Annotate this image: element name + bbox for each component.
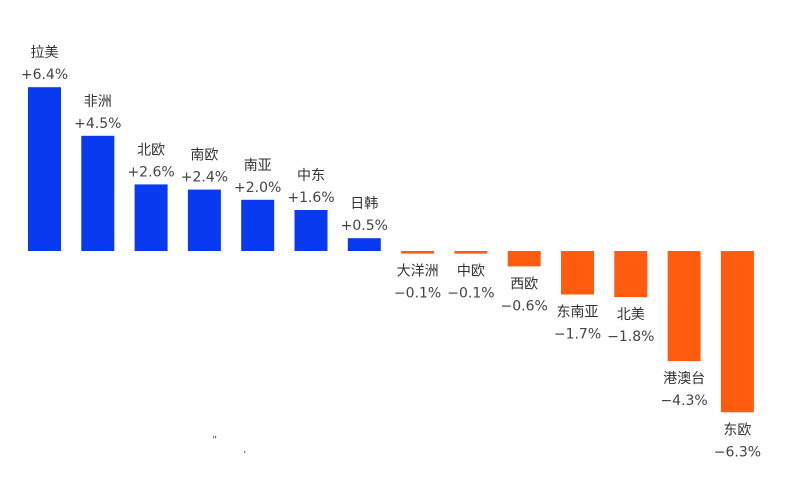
value-label-10: −0.6% — [501, 298, 548, 314]
labels-layer: 拉美 +6.4% 非洲 +4.5% 北欧 +2.6% 南欧 +2.4% 南亚 +2.0% 中东 +1.… — [21, 45, 761, 460]
category-label-6: 中东 — [297, 168, 325, 184]
category-label-14: 东欧 — [723, 422, 751, 438]
value-label-6: +1.6% — [287, 190, 334, 206]
category-label-10: 西欧 — [510, 276, 538, 292]
bar-2 — [81, 135, 115, 251]
bar-14 — [720, 251, 754, 413]
bar-7 — [347, 238, 381, 251]
bar-4 — [187, 189, 221, 251]
stray-mark-apostrophe: ’ — [243, 450, 246, 461]
bar-5 — [241, 199, 275, 251]
value-label-9: −0.1% — [447, 286, 494, 302]
category-label-3: 北欧 — [137, 142, 165, 158]
value-label-14: −6.3% — [714, 444, 761, 460]
value-label-5: +2.0% — [234, 180, 281, 196]
category-label-2: 非洲 — [84, 94, 112, 110]
value-label-11: −1.7% — [554, 327, 601, 343]
bar-11 — [561, 251, 594, 295]
category-label-1: 拉美 — [31, 45, 59, 61]
value-label-12: −1.8% — [607, 329, 654, 345]
bar-13 — [667, 251, 701, 362]
value-label-8: −0.1% — [394, 286, 441, 302]
bar-8 — [401, 251, 435, 254]
value-label-2: +4.5% — [74, 116, 121, 132]
value-label-1: +6.4% — [21, 67, 68, 83]
category-label-5: 南亚 — [244, 158, 272, 174]
bar-9 — [454, 251, 488, 254]
value-label-13: −4.3% — [660, 393, 707, 409]
category-label-13: 港澳台 — [663, 371, 705, 387]
value-label-3: +2.6% — [127, 164, 174, 180]
bar-10 — [507, 251, 541, 267]
bar-6 — [294, 210, 328, 251]
bar-3 — [134, 184, 168, 251]
bars-layer — [28, 87, 754, 413]
category-label-7: 日韩 — [350, 196, 378, 212]
category-label-12: 北美 — [617, 307, 645, 323]
stray-mark-quote: ” — [212, 435, 217, 446]
category-label-9: 中欧 — [457, 264, 485, 280]
category-label-11: 东南亚 — [557, 305, 599, 321]
bar-1 — [28, 87, 61, 251]
bar-12 — [614, 251, 648, 298]
value-label-4: +2.4% — [181, 170, 228, 186]
category-label-8: 大洋洲 — [397, 264, 439, 280]
category-label-4: 南欧 — [190, 148, 218, 164]
value-label-7: +0.5% — [341, 218, 388, 234]
